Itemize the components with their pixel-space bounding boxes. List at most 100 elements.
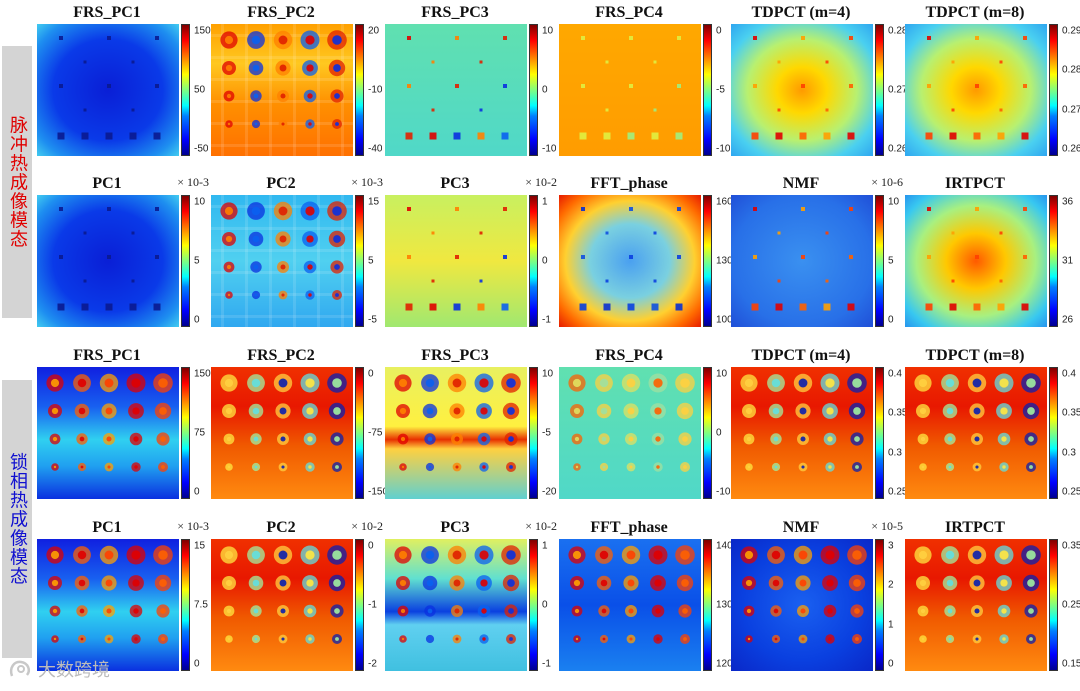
colorbar (875, 195, 884, 327)
colorbar (1049, 24, 1058, 156)
result-panel: PC3 × 10-2 1 0 -1 (383, 519, 559, 679)
panel-title: FRS_PC2 (247, 4, 315, 21)
scale-factor-label: × 10-2 (525, 519, 557, 533)
colorbar-tick-label: -1 (542, 658, 551, 670)
colorbar-ticks: 1 0 -1 (542, 195, 568, 327)
colorbar-ticks: 15 5 -5 (368, 195, 394, 327)
colorbar-tick-label: -150 (368, 486, 389, 498)
result-panel: NMF × 10-6 10 5 0 (729, 175, 905, 335)
thermal-image (385, 367, 527, 499)
colorbar-tick-label: 0 (888, 314, 894, 326)
scale-factor-label: × 10-6 (871, 175, 903, 189)
colorbar-tick-label: 5 (888, 255, 894, 267)
thermal-image (385, 539, 527, 671)
watermark-logo-icon (8, 658, 34, 680)
colorbar-tick-label: 0.26 (1062, 143, 1080, 155)
scale-factor-label: × 10-5 (871, 519, 903, 533)
colorbar-tick-label: 0.35 (1062, 540, 1080, 552)
colorbar-tick-label: 1 (542, 540, 548, 552)
colorbar (529, 367, 538, 499)
colorbar-tick-label: 0.27 (888, 84, 908, 96)
thermal-image (731, 195, 873, 327)
result-panel: FRS_PC1 150 50 -50 (35, 4, 211, 164)
colorbar-ticks: 10 0 -10 (716, 367, 742, 499)
colorbar-ticks: 0 -1 -2 (368, 539, 394, 671)
colorbar-tick-label: -20 (542, 486, 557, 498)
result-panel: IRTPCT 0.35 0.25 0.15 (903, 519, 1080, 679)
colorbar-tick-label: 1 (888, 619, 894, 631)
colorbar-tick-label: 0.25 (1062, 599, 1080, 611)
colorbar-ticks: 0.28 0.27 0.26 (888, 24, 914, 156)
colorbar-ticks: 0.29 0.28 0.27 0.26 (1062, 24, 1080, 156)
colorbar-ticks: 10 5 0 (888, 195, 914, 327)
colorbar-tick-label: 1 (542, 196, 548, 208)
panel-title: PC2 (266, 175, 296, 192)
colorbar-tick-label: 150 (194, 368, 211, 380)
colorbar-tick-label: 0 (194, 314, 200, 326)
panel-title: FRS_PC1 (73, 347, 141, 364)
result-panel: PC2 × 10-2 0 -1 -2 (209, 519, 385, 679)
colorbar-tick-label: 140 (716, 540, 733, 552)
pulse-section-sidebar: 脉冲热成像模态 (2, 46, 32, 318)
panel-title: FRS_PC2 (247, 347, 315, 364)
scale-factor-label: × 10-2 (525, 175, 557, 189)
colorbar-ticks: 10 0 -10 (542, 24, 568, 156)
colorbar-tick-label: 0.15 (1062, 658, 1080, 670)
panel-title: TDPCT (m=8) (925, 347, 1025, 364)
thermal-image (905, 367, 1047, 499)
colorbar-tick-label: 36 (1062, 196, 1074, 208)
thermal-image (385, 195, 527, 327)
colorbar-tick-label: -2 (368, 658, 377, 670)
colorbar-ticks: 0 -5 -10 (716, 24, 742, 156)
colorbar (181, 24, 190, 156)
thermal-image (385, 24, 527, 156)
colorbar-ticks: 20 -10 -40 (368, 24, 394, 156)
colorbar-tick-label: -5 (716, 84, 725, 96)
result-panel: FRS_PC2 0 -75 -150 (209, 347, 388, 507)
panel-title: TDPCT (m=4) (751, 4, 851, 21)
colorbar-ticks: 0.4 0.35 0.3 0.25 (888, 367, 914, 499)
panel-title: FRS_PC1 (73, 4, 141, 21)
result-panel: TDPCT (m=4) 0.28 0.27 0.26 (729, 4, 907, 164)
panel-title: FFT_phase (590, 175, 668, 192)
thermal-image (731, 539, 873, 671)
panel-title: FFT_phase (590, 519, 668, 536)
thermal-image (731, 367, 873, 499)
colorbar-tick-label: -5 (368, 314, 377, 326)
thermal-image (559, 24, 701, 156)
colorbar (1049, 367, 1058, 499)
colorbar-tick-label: 0 (716, 25, 722, 37)
figure-row: FRS_PC1 150 75 0 FRS_PC2 0 -75 -150 FRS_PC3 10 -5 -… (0, 347, 1080, 507)
colorbar (181, 195, 190, 327)
panel-title: FRS_PC3 (421, 347, 489, 364)
colorbar (703, 24, 712, 156)
colorbar-ticks: 150 75 0 (194, 367, 220, 499)
colorbar-tick-label: -50 (194, 143, 209, 155)
colorbar-ticks: 10 -5 -20 (542, 367, 568, 499)
colorbar-tick-label: 31 (1062, 255, 1074, 267)
colorbar-ticks: 10 5 0 (194, 195, 220, 327)
lockin-section-label: 锁相热成像模态 (7, 452, 28, 586)
thermal-image (559, 539, 701, 671)
thermal-image (211, 367, 353, 499)
figure-row: PC1 × 10-3 10 5 0 PC2 × 10-3 15 5 -5 PC3 × 10-2 1 0 -1… (0, 175, 1080, 335)
scale-factor-label: × 10-3 (177, 519, 209, 533)
colorbar-tick-label: 20 (368, 25, 380, 37)
colorbar-ticks: 1 0 -1 (542, 539, 568, 671)
thermal-image (905, 24, 1047, 156)
panel-title: PC1 (92, 519, 122, 536)
colorbar-ticks: 150 50 -50 (194, 24, 220, 156)
scale-factor-label: × 10-3 (177, 175, 209, 189)
colorbar-ticks: 3 2 1 0 (888, 539, 914, 671)
panel-title: NMF (782, 175, 820, 192)
panel-title: FRS_PC4 (595, 4, 663, 21)
colorbar-ticks: 0 -75 -150 (368, 367, 394, 499)
panel-title: FRS_PC4 (595, 347, 663, 364)
colorbar-tick-label: -5 (542, 427, 551, 439)
result-panel: PC3 × 10-2 1 0 -1 (383, 175, 559, 335)
colorbar-tick-label: 130 (716, 599, 733, 611)
result-panel: PC2 × 10-3 15 5 -5 (209, 175, 385, 335)
panel-title: TDPCT (m=4) (751, 347, 851, 364)
pulse-section-label: 脉冲热成像模态 (7, 115, 28, 249)
colorbar-tick-label: 150 (194, 25, 211, 37)
